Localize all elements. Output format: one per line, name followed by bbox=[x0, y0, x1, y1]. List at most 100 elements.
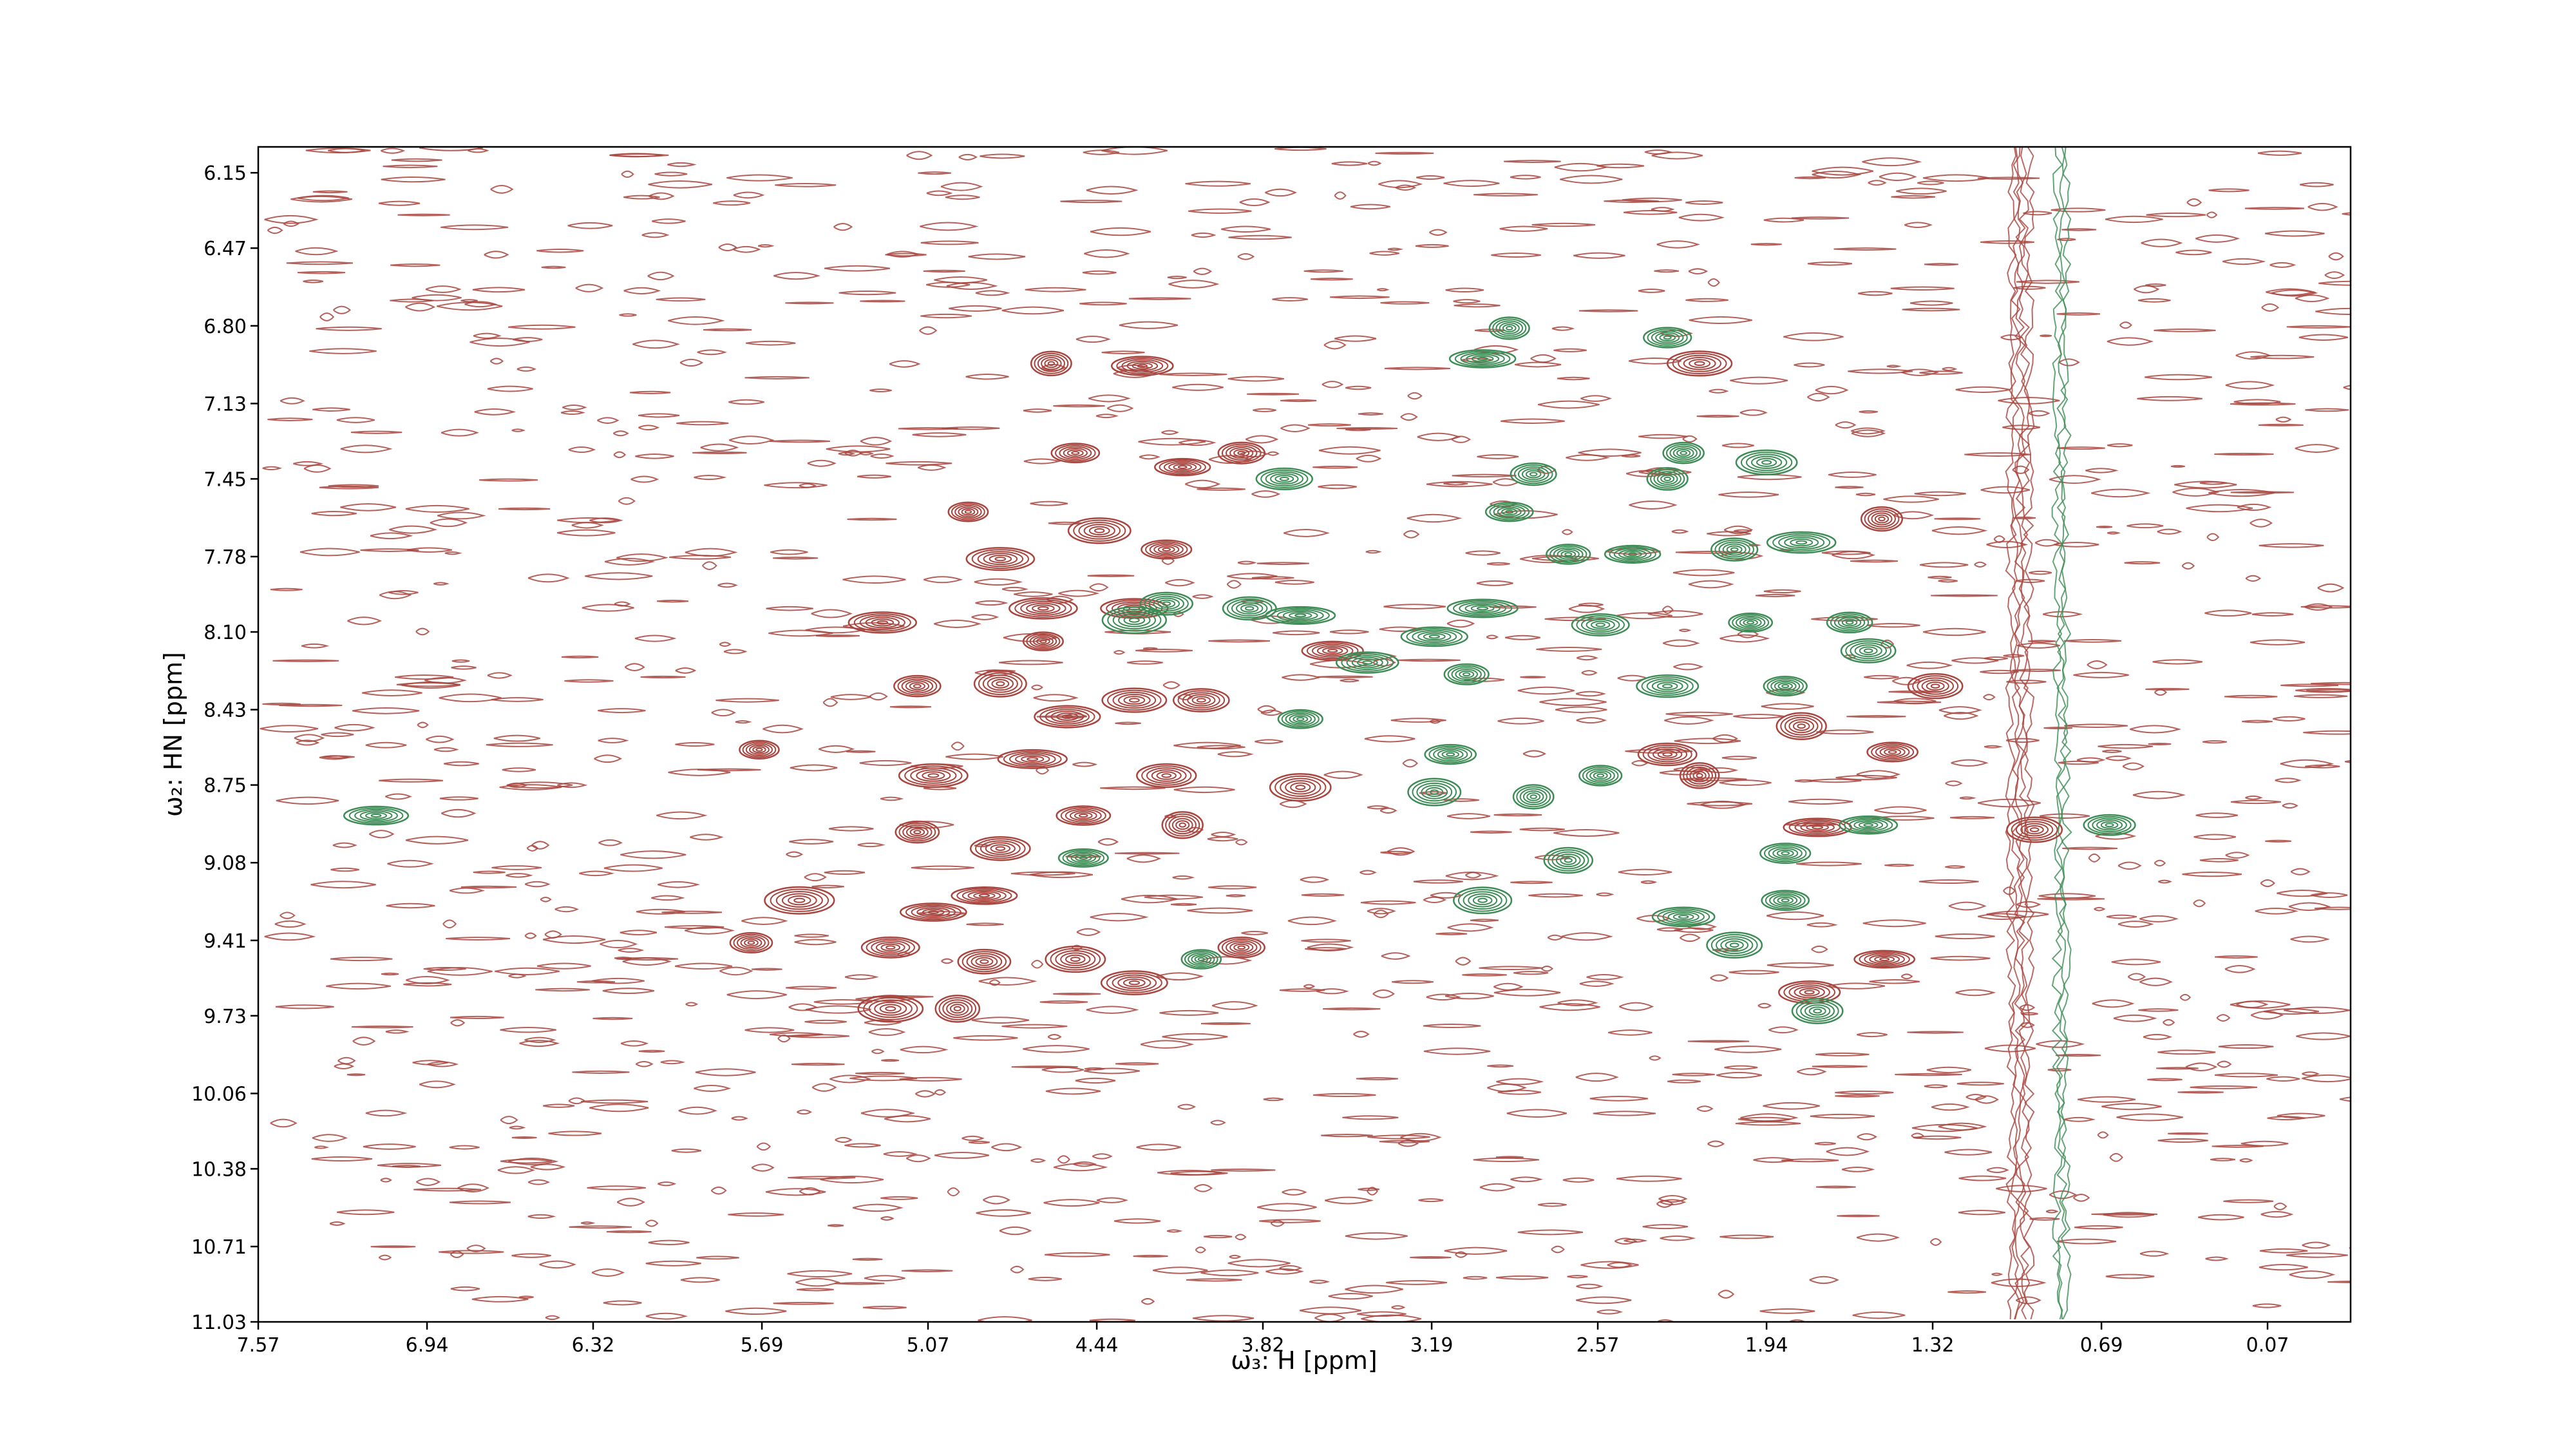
noise-contour bbox=[911, 865, 974, 870]
peak-ring bbox=[1650, 469, 1685, 489]
noise-contour bbox=[1791, 216, 1850, 220]
noise-contour bbox=[449, 1200, 511, 1205]
noise-contour bbox=[1087, 574, 1135, 577]
noise-contour bbox=[2056, 1054, 2101, 1057]
noise-contour bbox=[1157, 1169, 1222, 1176]
noise-contour bbox=[1172, 875, 1195, 880]
y-tick-label: 6.15 bbox=[204, 162, 247, 185]
peak-ring bbox=[1045, 709, 1090, 725]
noise-contour bbox=[527, 1214, 556, 1219]
noise-contour bbox=[2137, 298, 2171, 303]
peak-ring bbox=[1182, 692, 1220, 709]
noise-contour bbox=[312, 1134, 348, 1142]
noise-contour bbox=[1510, 881, 1553, 884]
noise-contour bbox=[1464, 872, 1482, 879]
noise-contour bbox=[1030, 1158, 1046, 1163]
peak-ring bbox=[879, 1004, 902, 1014]
noise-contour bbox=[971, 1017, 1029, 1024]
peak-ring bbox=[875, 942, 905, 953]
noise-contour bbox=[1833, 247, 1897, 251]
noise-contour bbox=[786, 851, 804, 857]
noise-contour bbox=[1465, 550, 1501, 556]
noise-contour bbox=[1926, 1066, 1971, 1074]
peak bbox=[1222, 596, 1277, 621]
noise-contour bbox=[1126, 660, 1163, 665]
noise-contour bbox=[1734, 529, 1752, 533]
noise-contour bbox=[1307, 423, 1351, 427]
peak-ring bbox=[747, 941, 755, 945]
peak bbox=[1761, 890, 1810, 912]
noise-contour bbox=[912, 432, 967, 437]
peak bbox=[1604, 544, 1662, 564]
noise-contour bbox=[2259, 1248, 2308, 1254]
noise-contour bbox=[557, 517, 620, 524]
noise-contour bbox=[1280, 424, 1311, 433]
noise-contour bbox=[953, 1035, 1018, 1041]
peak-ring bbox=[909, 828, 925, 836]
noise-contour bbox=[1832, 551, 1876, 560]
noise-contour bbox=[1891, 195, 1935, 199]
noise-contour bbox=[1721, 756, 1757, 760]
noise-contour bbox=[1265, 188, 1297, 197]
peak-ring bbox=[1773, 895, 1798, 906]
peak bbox=[1424, 743, 1477, 765]
noise-contour bbox=[1380, 850, 1412, 854]
noise-contour bbox=[1172, 383, 1224, 391]
noise-contour bbox=[439, 693, 502, 703]
noise-contour bbox=[1674, 738, 1741, 745]
noise-contour bbox=[1555, 706, 1607, 713]
noise-contour bbox=[1596, 163, 1644, 169]
noise-contour bbox=[1662, 639, 1700, 647]
peak-ring bbox=[1869, 954, 1900, 964]
noise-contour bbox=[1357, 1311, 1406, 1317]
noise-contour bbox=[1837, 1214, 1880, 1218]
peak-ring bbox=[1470, 605, 1495, 612]
noise-contour bbox=[1208, 885, 1257, 890]
noise-contour bbox=[1493, 982, 1524, 991]
noise-contour bbox=[2190, 1085, 2258, 1089]
noise-contour bbox=[675, 742, 715, 747]
noise-contour bbox=[794, 933, 829, 938]
peak-ring bbox=[1294, 613, 1307, 618]
noise-contour bbox=[649, 192, 675, 200]
noise-contour bbox=[1272, 297, 1308, 301]
noise-contour bbox=[350, 430, 402, 434]
noise-contour bbox=[1766, 962, 1834, 968]
noise-contour bbox=[2174, 481, 2237, 489]
noise-contour bbox=[1986, 1167, 2009, 1174]
noise-contour bbox=[544, 930, 562, 939]
peak-ring bbox=[853, 613, 911, 632]
x-tick-label: 6.94 bbox=[406, 1334, 449, 1357]
noise-contour bbox=[1387, 847, 1416, 856]
peak-ring bbox=[2025, 825, 2044, 835]
noise-contour bbox=[1540, 965, 1554, 972]
noise-contour bbox=[757, 244, 775, 248]
noise-contour bbox=[1589, 1096, 1648, 1102]
noise-contour bbox=[1260, 709, 1283, 716]
noise-contour bbox=[1463, 1275, 1488, 1280]
noise-contour bbox=[1250, 615, 1294, 624]
noise-contour bbox=[1372, 989, 1395, 998]
noise-contour bbox=[2113, 1014, 2157, 1022]
peak-ring bbox=[1356, 658, 1378, 667]
noise-contour bbox=[2303, 730, 2351, 735]
noise-contour bbox=[1974, 561, 1987, 568]
peak-ring bbox=[1859, 646, 1878, 656]
noise-contour bbox=[815, 635, 860, 638]
noise-contour bbox=[1203, 1234, 1233, 1239]
noise-contour bbox=[2072, 1194, 2090, 1202]
noise-contour bbox=[1311, 278, 1353, 281]
noise-contour bbox=[618, 497, 636, 505]
noise-contour bbox=[1245, 435, 1279, 444]
peak-ring bbox=[1519, 788, 1548, 806]
noise-contour bbox=[370, 532, 413, 540]
noise-contour bbox=[886, 461, 952, 466]
noise-contour bbox=[2280, 683, 2338, 687]
noise-contour bbox=[1329, 629, 1369, 635]
noise-contour bbox=[998, 660, 1063, 665]
noise-contour bbox=[1956, 1082, 2004, 1086]
peak-ring bbox=[775, 891, 823, 910]
noise-contour bbox=[1730, 376, 1788, 385]
noise-contour bbox=[847, 517, 897, 521]
noise-contour bbox=[679, 358, 704, 367]
